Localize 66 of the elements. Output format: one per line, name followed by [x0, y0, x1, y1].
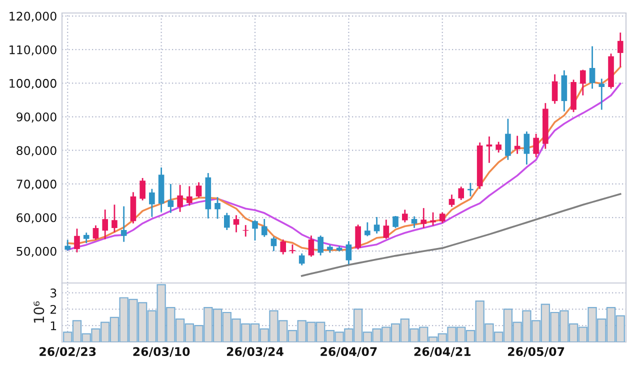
candlestick — [252, 219, 258, 242]
candlestick — [598, 78, 605, 110]
x-tick-label: 26/04/21 — [414, 347, 471, 357]
candlestick — [496, 141, 502, 154]
candlestick — [74, 228, 80, 254]
candlestick — [112, 204, 118, 233]
candlestick — [448, 194, 455, 208]
y-tick-label: 3 — [50, 288, 56, 298]
y-tick-label: 110,000 — [10, 45, 56, 56]
x-tick-label: 26/02/23 — [40, 347, 96, 357]
candlestick — [617, 32, 624, 68]
candlestick — [92, 224, 99, 241]
candlestick — [411, 216, 418, 229]
candlestick — [383, 218, 390, 240]
y-tick-label: 70,000 — [16, 180, 56, 190]
candlestick — [233, 214, 240, 233]
candlestick — [102, 208, 108, 240]
candlestick — [83, 232, 90, 244]
candlestick — [430, 212, 436, 226]
y-tick-label: 1 — [50, 321, 56, 330]
candlestick — [298, 252, 305, 266]
candlestick — [374, 216, 380, 234]
candlestick — [168, 183, 174, 214]
y-tick-label: 50,000 — [16, 246, 56, 257]
candlestick — [318, 234, 324, 256]
line-series — [300, 193, 622, 277]
candlestick — [149, 188, 155, 218]
candlestick — [524, 130, 530, 166]
candlestick — [261, 218, 268, 238]
candlestick — [308, 234, 314, 258]
candlestick — [280, 238, 286, 256]
y-tick-label: 90,000 — [16, 112, 56, 123]
y-tick-label: 80,000 — [16, 146, 56, 156]
candlestick — [224, 212, 230, 231]
candlestick — [177, 184, 183, 213]
candlestick — [120, 206, 127, 243]
candlestick — [355, 224, 361, 250]
candlestick — [439, 212, 446, 224]
candlestick — [140, 177, 146, 202]
candlestick — [458, 186, 464, 201]
y-tick-label: 120,000 — [10, 12, 56, 22]
candlestick — [402, 209, 408, 224]
candlestick — [364, 222, 370, 237]
candlestick — [196, 182, 202, 198]
candlestick — [468, 182, 474, 197]
y-tick-label: 100,000 — [10, 78, 56, 90]
candlestick — [580, 69, 586, 96]
candlestick — [392, 215, 398, 229]
candlestick — [505, 118, 511, 161]
candlestick — [533, 133, 539, 158]
y-tick-label: 60,000 — [16, 213, 56, 224]
candlestick — [420, 207, 427, 229]
candlestick — [64, 239, 71, 252]
x-tick-label: 26/03/24 — [226, 347, 284, 357]
candlestick — [270, 236, 277, 252]
candlestick — [552, 74, 558, 104]
candlestick — [214, 196, 220, 220]
candlestick — [589, 46, 596, 90]
y-axis-title: 10⁶ — [34, 301, 44, 323]
x-tick-label: 26/05/07 — [508, 347, 564, 357]
y-tick-label: 2 — [50, 304, 56, 314]
candlestick — [186, 186, 192, 206]
candlestick — [486, 136, 492, 164]
x-tick-label: 26/04/07 — [320, 347, 377, 357]
candlestick — [346, 240, 352, 265]
x-tick-label: 26/03/10 — [133, 347, 190, 357]
